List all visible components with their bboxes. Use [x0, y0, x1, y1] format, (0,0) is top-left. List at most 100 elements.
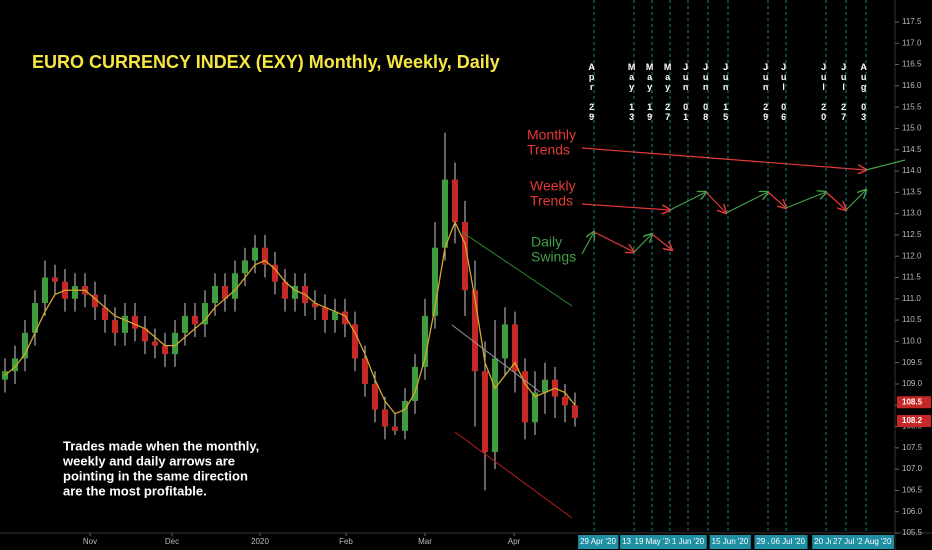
candle [152, 328, 158, 359]
candle [402, 388, 408, 440]
date-marker-label: May 13 [627, 62, 637, 122]
y-tick-label: 113.0 [902, 209, 922, 218]
candle [222, 273, 228, 312]
candle-body [42, 277, 48, 304]
x-tick-label: Apr [508, 537, 521, 546]
y-tick-label: 116.0 [902, 81, 922, 90]
candle-body [172, 332, 178, 355]
date-axis-label-bg [669, 535, 707, 549]
annotation: Trends [527, 142, 570, 158]
candle-body [522, 371, 528, 423]
candle [172, 320, 178, 367]
candle [312, 290, 318, 321]
arrow [705, 191, 726, 213]
daily-arrows [581, 231, 672, 255]
price-tag-label: 108.2 [902, 416, 923, 425]
candle [32, 290, 38, 346]
candle-body [532, 392, 538, 423]
candle [562, 383, 568, 423]
candle [352, 311, 358, 372]
candle [422, 298, 428, 380]
date-axis-label: 15 Jun '20 [712, 537, 749, 546]
candle-body [332, 311, 338, 321]
arrow [633, 234, 652, 253]
candle [242, 247, 248, 287]
candle-body [12, 358, 18, 372]
date-marker-label: Jul 27 [839, 62, 849, 122]
arrow [825, 191, 846, 210]
y-tick-label: 107.0 [902, 464, 923, 473]
arrow [725, 192, 768, 214]
candle-body [492, 358, 498, 453]
candle [132, 303, 138, 342]
candle-body [442, 179, 448, 248]
note-line: weekly and daily arrows are [62, 453, 235, 468]
candle-body [432, 247, 438, 316]
candle [522, 358, 528, 440]
candle [12, 345, 18, 384]
candle [382, 396, 388, 440]
y-tick-label: 109.0 [902, 379, 923, 388]
y-tick-label: 112.5 [902, 230, 922, 239]
arrow [593, 231, 634, 252]
candle-body [512, 324, 518, 372]
candle-body [372, 383, 378, 410]
date-marker-label: May 19 [645, 62, 655, 122]
candle-body [562, 396, 568, 406]
candle-body [312, 303, 318, 308]
candle-body [392, 426, 398, 431]
date-axis-label: Aug '20 [865, 537, 892, 546]
candle-body [32, 303, 38, 333]
candle [192, 303, 198, 338]
candle-body [22, 332, 28, 359]
candle [432, 222, 438, 329]
date-axis-label: 20 Ju [814, 537, 834, 546]
monthly-arrows [581, 147, 906, 171]
candle [342, 298, 348, 338]
candle [232, 260, 238, 312]
candle-body [212, 286, 218, 304]
date-marker-label: Jun 29 [761, 62, 771, 122]
candle-body [462, 222, 468, 291]
candle [502, 307, 508, 376]
y-tick-label: 117.5 [902, 17, 922, 26]
annotation: Weekly [530, 178, 576, 194]
candle [142, 315, 148, 355]
candle-body [242, 260, 248, 274]
candle [292, 273, 298, 312]
y-tick-label: 114.0 [902, 166, 922, 175]
x-tick-label: 2020 [251, 537, 269, 546]
annotation: Trends [530, 193, 573, 209]
candle [22, 320, 28, 372]
y-tick-label: 105.5 [902, 528, 923, 537]
candle [442, 132, 448, 261]
y-tick-label: 107.5 [902, 443, 923, 452]
date-axis-label: 29 J [756, 537, 771, 546]
candle [492, 320, 498, 470]
y-tick-label: 106.0 [902, 507, 923, 516]
annotation: Daily [531, 234, 562, 250]
date-marker-label: Jul 06 [779, 62, 789, 122]
candle [182, 303, 188, 346]
candle-body [412, 366, 418, 401]
arrow [581, 203, 670, 210]
candle-body [202, 303, 208, 325]
candle [472, 260, 478, 427]
annotation: Monthly [527, 127, 576, 143]
date-axis-label-bg [754, 535, 774, 549]
candle-body [92, 294, 98, 308]
candle [92, 281, 98, 321]
arrow [845, 190, 866, 211]
y-tick-label: 117.0 [902, 38, 922, 47]
date-axis-label-bg [578, 535, 619, 549]
candle [52, 264, 58, 295]
candle-body [122, 315, 128, 333]
candle [282, 268, 288, 312]
candle-body [572, 405, 578, 419]
date-axis-label-bg [709, 535, 751, 549]
arrow [865, 159, 906, 171]
y-tick-label: 112.0 [902, 251, 922, 260]
price-tag-label: 108.5 [902, 397, 923, 406]
y-tick-label: 111.0 [902, 294, 921, 303]
y-tick-label: 110.5 [902, 315, 922, 324]
